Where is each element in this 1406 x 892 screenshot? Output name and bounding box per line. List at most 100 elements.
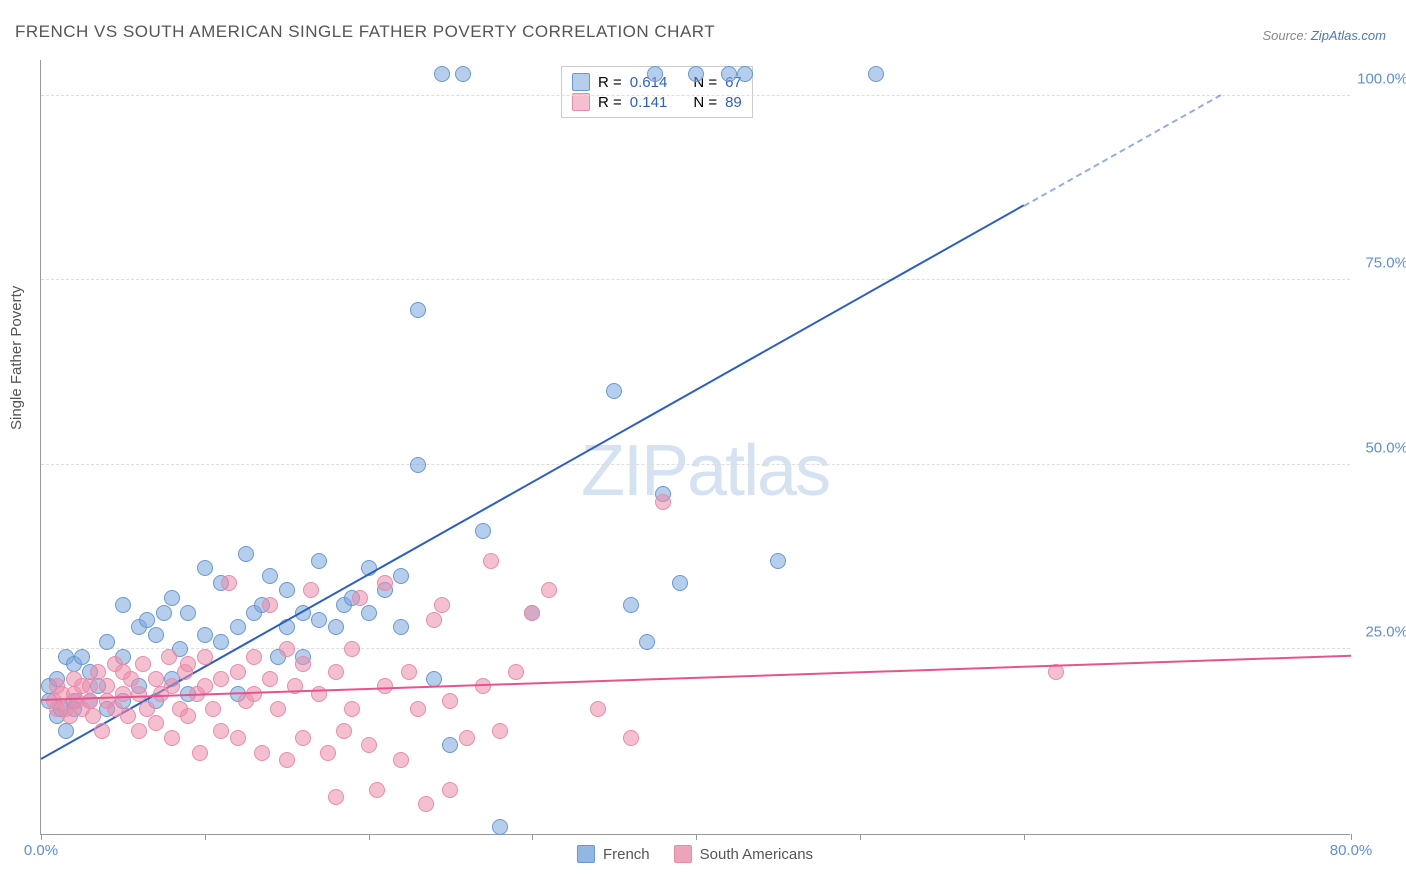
data-point-south-americans <box>541 582 557 598</box>
data-point-south-americans <box>197 649 213 665</box>
swatch-south-americans <box>674 845 692 863</box>
data-point-south-americans <box>328 789 344 805</box>
data-point-french <box>737 66 753 82</box>
data-point-french <box>492 819 508 835</box>
data-point-french <box>164 590 180 606</box>
data-point-south-americans <box>99 678 115 694</box>
grid-line-horizontal <box>41 95 1350 96</box>
x-tick <box>205 834 206 840</box>
x-tick <box>860 834 861 840</box>
y-tick-label: 100.0% <box>1357 70 1406 87</box>
data-point-south-americans <box>459 730 475 746</box>
grid-line-horizontal <box>41 279 1350 280</box>
data-point-french <box>180 605 196 621</box>
data-point-south-americans <box>369 782 385 798</box>
data-point-south-americans <box>230 664 246 680</box>
r-value-south-americans: 0.141 <box>630 94 668 111</box>
source-prefix: Source: <box>1262 28 1310 43</box>
data-point-french <box>410 457 426 473</box>
y-tick-label: 75.0% <box>1365 255 1406 272</box>
data-point-south-americans <box>82 693 98 709</box>
n-label: N = <box>693 94 717 111</box>
data-point-south-americans <box>148 671 164 687</box>
data-point-south-americans <box>442 693 458 709</box>
x-tick <box>532 834 533 840</box>
data-point-south-americans <box>85 708 101 724</box>
data-point-south-americans <box>410 701 426 717</box>
data-point-south-americans <box>352 590 368 606</box>
data-point-south-americans <box>418 796 434 812</box>
data-point-south-americans <box>475 678 491 694</box>
data-point-south-americans <box>279 752 295 768</box>
data-point-south-americans <box>115 686 131 702</box>
x-tick <box>1024 834 1025 840</box>
data-point-french <box>213 634 229 650</box>
data-point-french <box>99 634 115 650</box>
data-point-south-americans <box>161 649 177 665</box>
data-point-french <box>279 582 295 598</box>
data-point-south-americans <box>131 686 147 702</box>
data-point-french <box>393 619 409 635</box>
data-point-south-americans <box>590 701 606 717</box>
data-point-french <box>230 619 246 635</box>
x-tick <box>41 834 42 840</box>
data-point-south-americans <box>303 582 319 598</box>
data-point-south-americans <box>90 664 106 680</box>
data-point-french <box>139 612 155 628</box>
data-point-french <box>672 575 688 591</box>
data-point-south-americans <box>328 664 344 680</box>
data-point-south-americans <box>426 612 442 628</box>
data-point-french <box>197 560 213 576</box>
data-point-south-americans <box>336 723 352 739</box>
swatch-french <box>572 73 590 91</box>
data-point-south-americans <box>164 678 180 694</box>
data-point-french <box>197 627 213 643</box>
data-point-south-americans <box>524 605 540 621</box>
data-point-french <box>311 553 327 569</box>
data-point-french <box>361 605 377 621</box>
data-point-south-americans <box>492 723 508 739</box>
watermark: ZIPatlas <box>581 430 829 512</box>
data-point-south-americans <box>131 723 147 739</box>
data-point-south-americans <box>180 708 196 724</box>
x-tick <box>369 834 370 840</box>
data-point-south-americans <box>139 701 155 717</box>
data-point-south-americans <box>623 730 639 746</box>
data-point-south-americans <box>254 745 270 761</box>
legend-series: French South Americans <box>577 845 813 863</box>
legend-item-south-americans: South Americans <box>674 845 813 863</box>
data-point-south-americans <box>295 656 311 672</box>
legend-label: French <box>603 846 650 863</box>
r-label: R = <box>598 94 622 111</box>
data-point-french <box>58 723 74 739</box>
data-point-french <box>393 568 409 584</box>
data-point-south-americans <box>442 782 458 798</box>
data-point-south-americans <box>393 752 409 768</box>
data-point-south-americans <box>123 671 139 687</box>
data-point-south-americans <box>320 745 336 761</box>
data-point-south-americans <box>295 730 311 746</box>
r-label: R = <box>598 74 622 91</box>
data-point-south-americans <box>135 656 151 672</box>
data-point-south-americans <box>279 641 295 657</box>
data-point-french <box>688 66 704 82</box>
data-point-french <box>311 612 327 628</box>
data-point-french <box>721 66 737 82</box>
data-point-south-americans <box>311 686 327 702</box>
data-point-french <box>475 523 491 539</box>
data-point-south-americans <box>205 701 221 717</box>
data-point-french <box>455 66 471 82</box>
data-point-south-americans <box>262 597 278 613</box>
n-value-south-americans: 89 <box>725 94 742 111</box>
data-point-south-americans <box>483 553 499 569</box>
data-point-french <box>623 597 639 613</box>
data-point-south-americans <box>655 494 671 510</box>
data-point-south-americans <box>344 641 360 657</box>
source-attribution: Source: ZipAtlas.com <box>1262 28 1386 43</box>
legend-item-french: French <box>577 845 650 863</box>
data-point-south-americans <box>180 656 196 672</box>
data-point-south-americans <box>508 664 524 680</box>
data-point-french <box>639 634 655 650</box>
source-link[interactable]: ZipAtlas.com <box>1311 28 1386 43</box>
data-point-south-americans <box>344 701 360 717</box>
